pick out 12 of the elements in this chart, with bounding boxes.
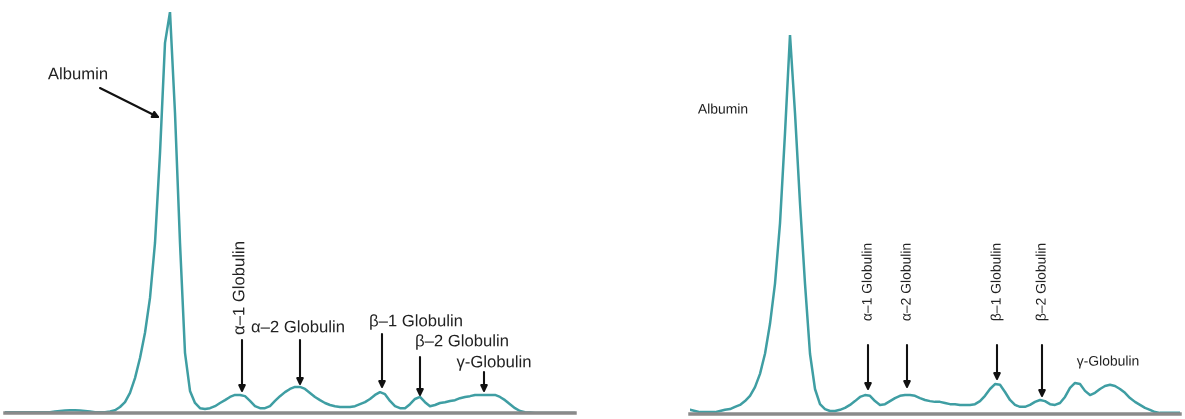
annotation: α–2 Globulin: [900, 243, 911, 321]
annotation: β–1 Globulin: [370, 314, 462, 330]
annotation: β–1 Globulin: [990, 243, 1004, 321]
annotation: α–2 Globulin: [251, 320, 344, 333]
annotation: Albumin: [697, 103, 748, 114]
annotation: Albumin: [47, 67, 108, 80]
annotation: β–2 Globulin: [1035, 243, 1049, 321]
annotation: β–2 Globulin: [416, 334, 508, 350]
annotation: γ-Globulin: [456, 355, 531, 371]
annotation: α–1 Globulin: [861, 243, 872, 321]
annotation: γ-Globulin: [1076, 355, 1139, 369]
annotation: α–1 Globulin: [232, 242, 245, 335]
